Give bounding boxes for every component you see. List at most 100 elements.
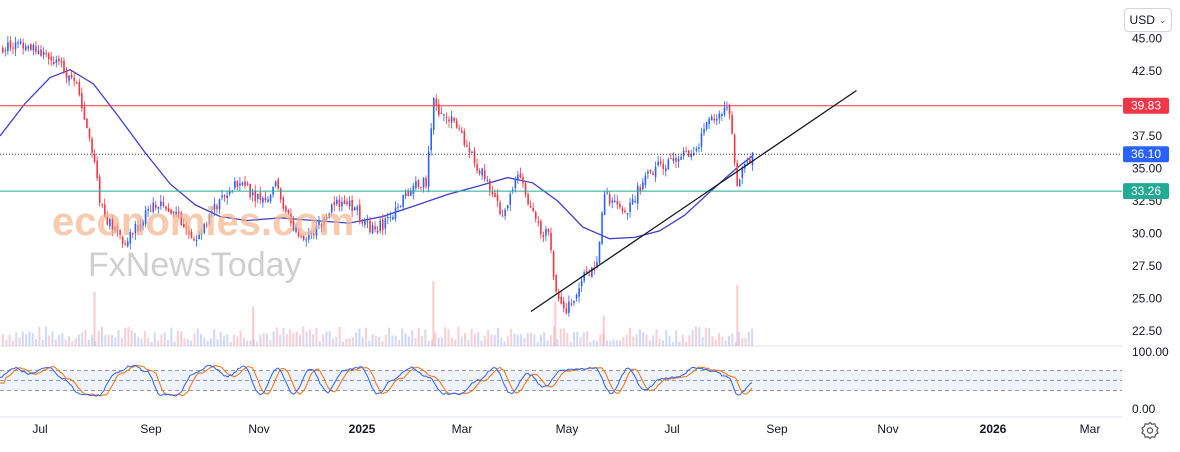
- volume-bar: [196, 328, 199, 346]
- volume-bar: [153, 332, 156, 346]
- candle-body: [624, 210, 626, 213]
- candle-body: [473, 150, 476, 164]
- candle-body: [91, 138, 93, 153]
- volume-bar: [305, 331, 308, 346]
- candle-body: [575, 294, 578, 299]
- candle-body: [461, 130, 463, 133]
- candle-body: [397, 206, 399, 208]
- candle-body: [430, 128, 432, 151]
- candle-body: [614, 200, 616, 202]
- candle-body: [420, 186, 422, 188]
- candle-body: [376, 230, 379, 233]
- candle-body: [188, 230, 190, 235]
- candle-body: [269, 195, 272, 202]
- candle-body: [585, 271, 588, 274]
- volume-bar: [308, 329, 311, 346]
- candle-body: [119, 230, 121, 235]
- candle-body: [310, 232, 313, 234]
- candle-body: [555, 274, 557, 292]
- candle-body: [251, 192, 254, 196]
- date-tick-8: Nov: [877, 422, 898, 436]
- candle-body: [550, 232, 552, 251]
- volume-bar: [675, 330, 678, 346]
- candle-body: [277, 179, 279, 189]
- candle-body: [563, 301, 565, 309]
- date-tick-0: Jul: [32, 422, 47, 436]
- candle-body: [58, 58, 60, 62]
- volume-bar: [701, 337, 704, 346]
- candle-body: [4, 50, 7, 52]
- candle-body: [88, 129, 91, 139]
- settings-gear-icon[interactable]: [1141, 421, 1159, 439]
- volume-bar: [58, 334, 61, 346]
- volume-bar: [355, 332, 358, 346]
- volume-bar: [638, 329, 641, 346]
- candle-body: [9, 40, 12, 48]
- volume-bar: [648, 340, 651, 346]
- date-tick-10: Mar: [1080, 422, 1101, 436]
- volume-bar: [275, 327, 278, 346]
- candle-body: [596, 262, 598, 269]
- volume-bar: [695, 326, 697, 346]
- volume-bar: [226, 334, 229, 346]
- candle-body: [476, 164, 478, 171]
- candle-body: [634, 201, 636, 203]
- candle-body: [501, 215, 504, 217]
- candle-body: [639, 187, 642, 192]
- volume-bar: [718, 332, 721, 346]
- candle-body: [524, 183, 527, 195]
- candle-body: [333, 202, 336, 206]
- candle-body: [96, 160, 98, 179]
- candle-body: [359, 204, 361, 220]
- volume-bar: [609, 340, 612, 346]
- candle-body: [167, 208, 170, 212]
- volume-bar: [533, 334, 536, 346]
- candle-body: [537, 221, 540, 223]
- volume-bar: [457, 326, 460, 346]
- volume-bar: [553, 326, 556, 346]
- candle-body: [285, 206, 287, 212]
- volume-bar: [744, 338, 747, 346]
- volume-bar: [371, 334, 374, 346]
- volume-bar: [200, 334, 202, 346]
- candle-body: [323, 217, 325, 226]
- candle-body: [560, 296, 563, 304]
- candle-body: [450, 116, 453, 123]
- candle-body: [111, 218, 114, 231]
- volume-bar: [751, 328, 754, 346]
- volume-bar: [262, 333, 265, 346]
- candle-body: [93, 153, 96, 162]
- currency-selector[interactable]: USD ⌄: [1124, 8, 1172, 32]
- candle-body: [629, 202, 631, 213]
- level-badge-1: [1123, 146, 1169, 163]
- price-tick-4: 35.00: [1132, 162, 1162, 176]
- watermark-brand: economies.com: [52, 200, 355, 244]
- volume-bar: [579, 337, 582, 346]
- candle-body: [631, 199, 634, 204]
- candle-body: [621, 208, 624, 212]
- volume-bar: [186, 339, 189, 346]
- candle-body: [746, 161, 749, 163]
- volume-bar: [140, 338, 143, 346]
- volume-bar: [424, 329, 427, 346]
- candle-body: [468, 148, 471, 153]
- candle-body: [379, 220, 381, 231]
- candle-body: [170, 209, 172, 214]
- candle-body: [517, 174, 519, 181]
- volume-bar: [183, 338, 186, 346]
- candle-body: [647, 171, 649, 174]
- volume-bar: [520, 334, 523, 346]
- candle-body: [78, 82, 81, 95]
- date-tick-6: Jul: [664, 422, 679, 436]
- volume-bar: [84, 329, 87, 346]
- candle-body: [417, 180, 420, 187]
- volume-bar: [302, 326, 305, 346]
- candle-body: [532, 207, 534, 211]
- candle-body: [588, 274, 591, 276]
- date-tick-1: Sep: [140, 422, 162, 436]
- candle-body: [116, 225, 119, 231]
- candle-body: [45, 53, 47, 55]
- level-label-1: 36.10: [1131, 147, 1161, 161]
- candle-body: [435, 98, 438, 106]
- candle-body: [677, 159, 680, 162]
